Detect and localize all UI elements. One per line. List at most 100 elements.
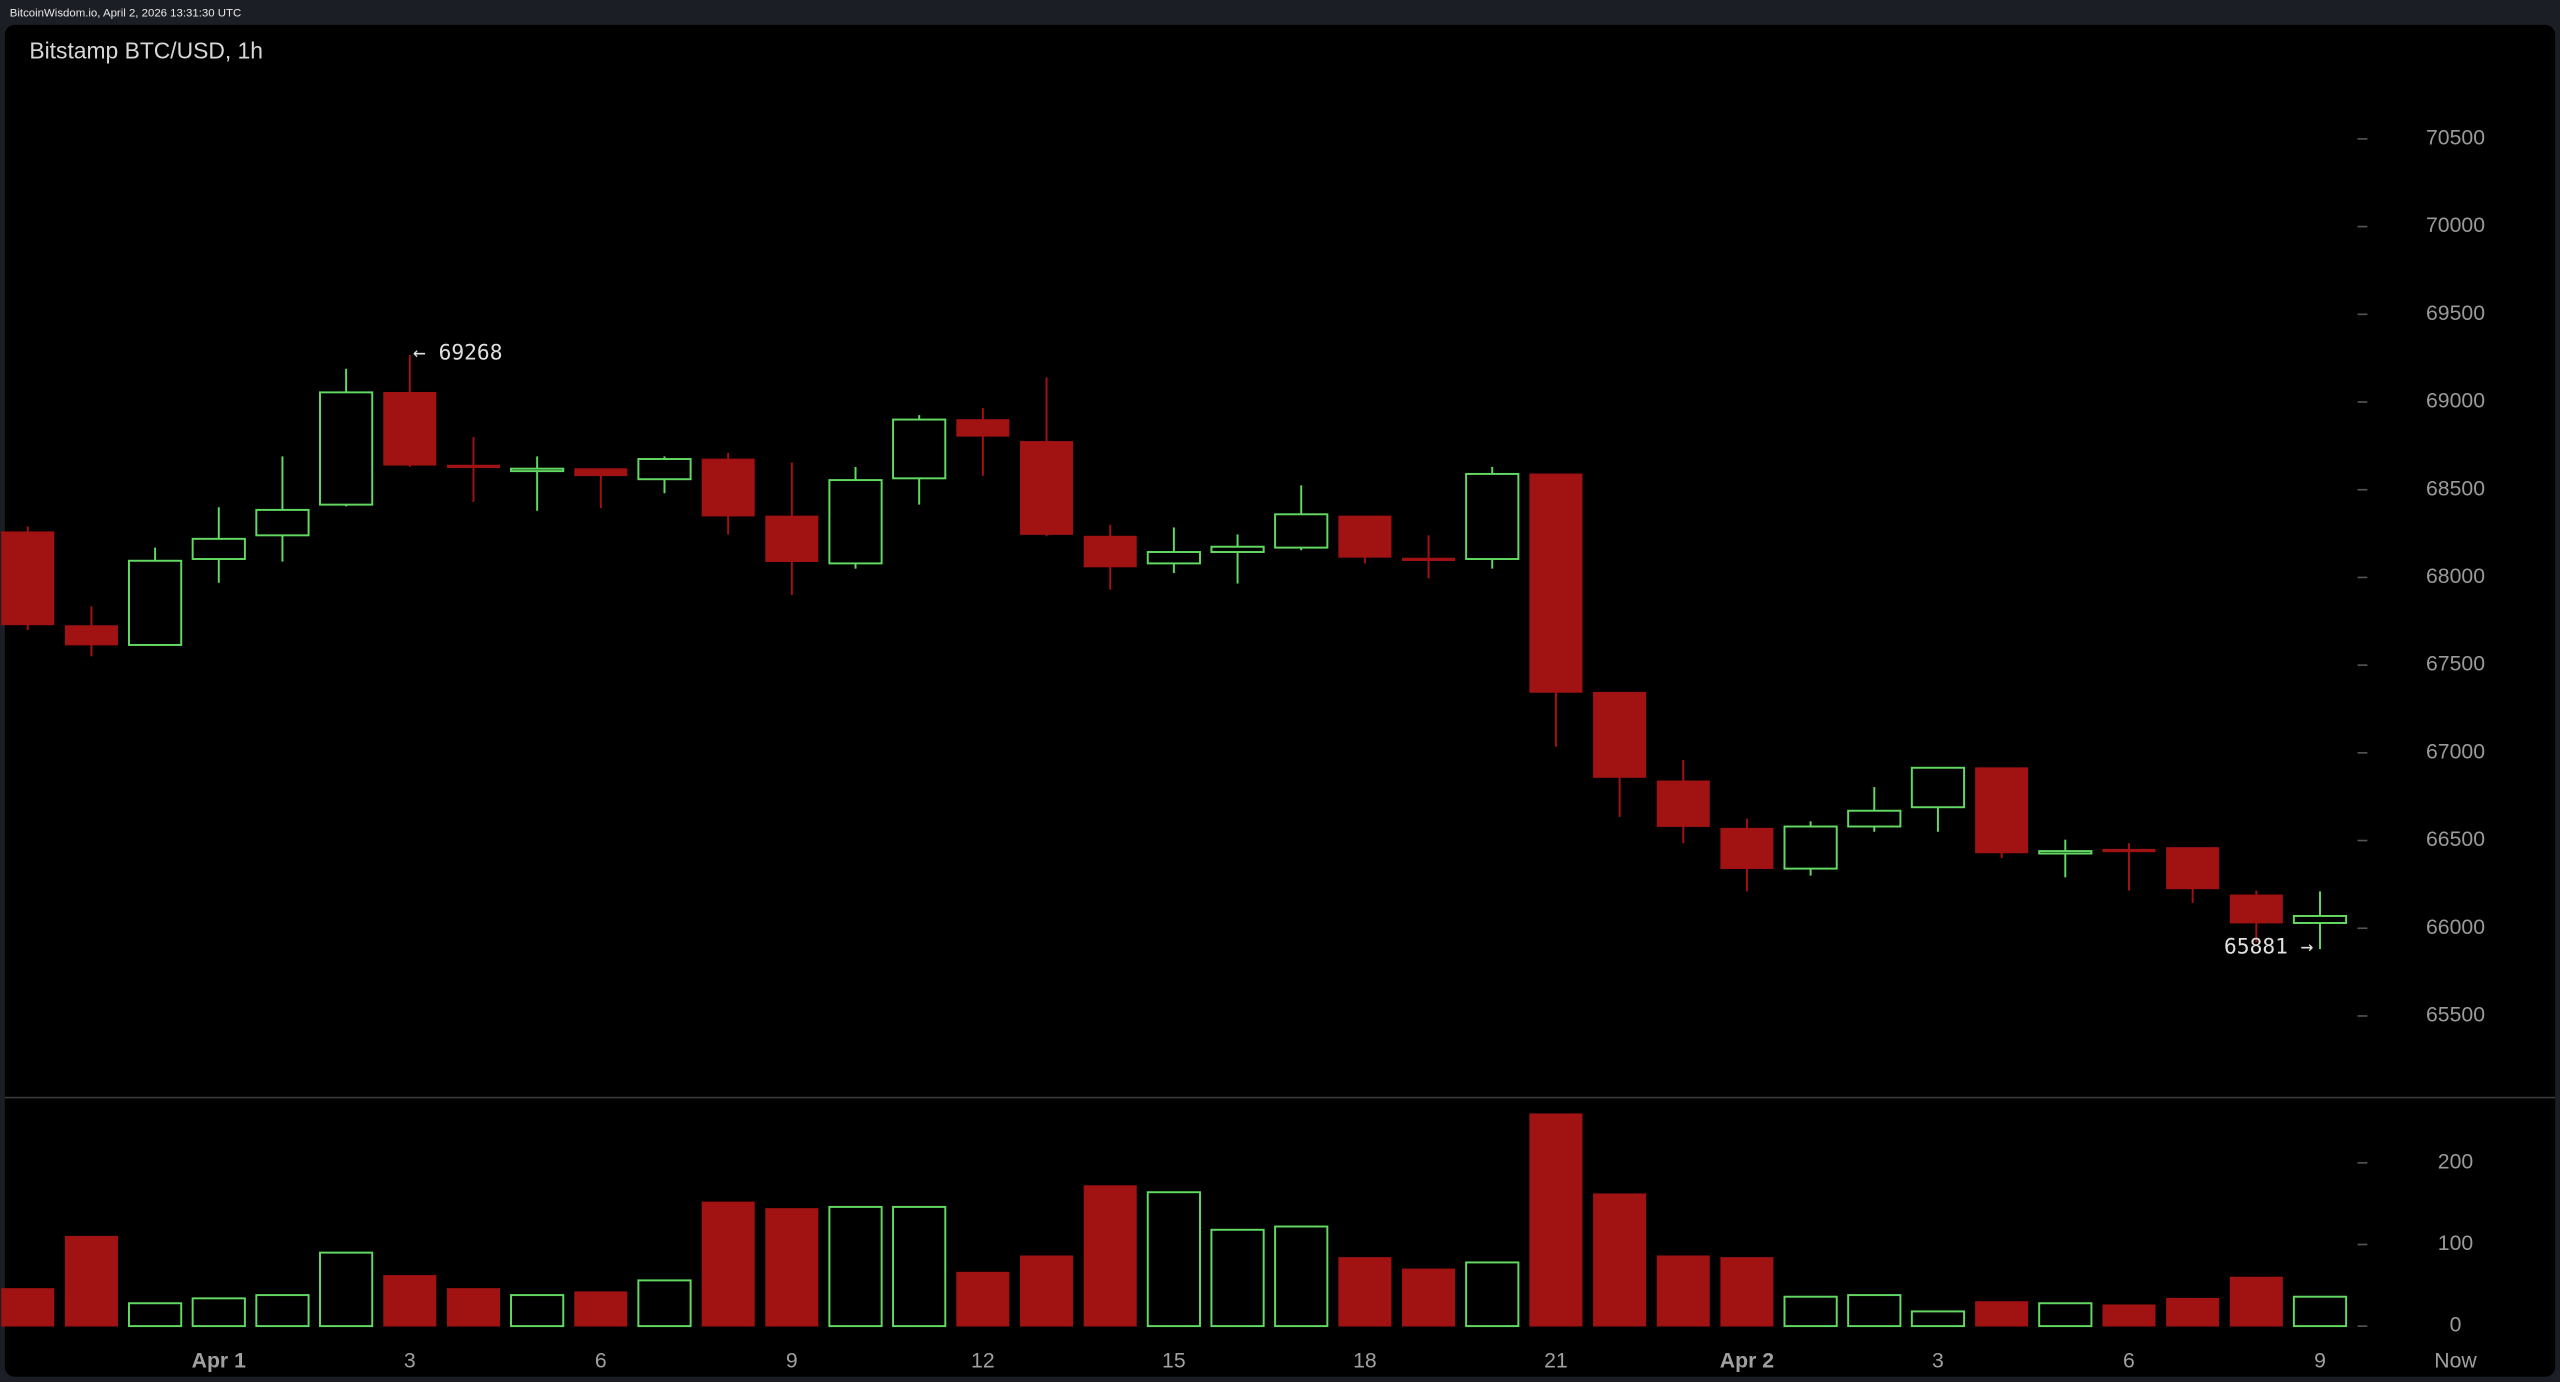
x-tick-label: 9 — [786, 1350, 798, 1373]
candle-body — [2038, 850, 2093, 855]
low-annotation: 65881 → — [2224, 934, 2314, 959]
candle-body — [892, 418, 947, 480]
x-tick-label: 3 — [404, 1350, 416, 1373]
y2-tick-label: 100 — [2438, 1232, 2473, 1255]
candle-body — [64, 625, 118, 646]
x-tick-label: 15 — [1162, 1350, 1186, 1373]
candle-body — [128, 559, 183, 646]
chart-panel — [4, 24, 2556, 1377]
y-tick-label: 70000 — [2426, 214, 2485, 237]
candle-body — [574, 468, 628, 477]
x-tick-label: 21 — [1544, 1350, 1568, 1373]
volume-bar — [1020, 1255, 1074, 1327]
candle-body — [1593, 691, 1647, 778]
candle-body — [1, 531, 55, 626]
candle-body — [637, 458, 692, 481]
candle-body — [1847, 809, 1902, 828]
candle-body — [828, 479, 883, 565]
volume-bar — [1656, 1255, 1710, 1327]
volume-bar — [319, 1251, 374, 1328]
y-tick-label: 66500 — [2426, 828, 2485, 851]
site-header: BitcoinWisdom.io, April 2, 2026 13:31:30… — [10, 7, 241, 19]
candle-body — [1720, 827, 1774, 870]
candle-body — [1402, 557, 1456, 561]
volume-bar — [1146, 1191, 1201, 1328]
x-tick-label: Apr 1 — [192, 1350, 246, 1373]
y-tick-label: 66000 — [2426, 916, 2485, 939]
volume-bar — [2102, 1304, 2156, 1327]
volume-bar — [1274, 1225, 1329, 1328]
volume-bar — [1783, 1295, 1838, 1328]
candle-body — [1529, 473, 1583, 693]
volume-bar — [1593, 1193, 1647, 1327]
volume-bar — [828, 1205, 883, 1328]
candle-body — [2166, 847, 2220, 890]
y2-tick-label: 200 — [2438, 1150, 2473, 1173]
x-tick-label: 6 — [595, 1350, 607, 1373]
y-tick-label: 65500 — [2426, 1004, 2485, 1027]
candle-body — [765, 515, 819, 563]
chart-title: Bitstamp BTC/USD, 1h — [29, 38, 263, 64]
volume-bar — [510, 1294, 565, 1328]
x-tick-label: Apr 2 — [1720, 1350, 1774, 1373]
candle-body — [1020, 441, 1074, 535]
volume-bar — [2229, 1276, 2283, 1327]
candle-body — [2102, 848, 2156, 853]
candle-body — [1274, 513, 1329, 549]
candle-body — [1083, 535, 1137, 568]
candle-body — [2292, 914, 2348, 924]
candle-body — [701, 458, 755, 517]
volume-bar — [2166, 1297, 2220, 1327]
volume-bar — [1402, 1268, 1456, 1327]
volume-bar — [128, 1302, 183, 1328]
x-tick-label: 12 — [971, 1350, 995, 1373]
x-tick-label: 9 — [2314, 1350, 2326, 1373]
candle-body — [446, 464, 500, 469]
volume-bar — [255, 1294, 310, 1328]
y-tick-label: 68000 — [2426, 565, 2485, 588]
volume-bar — [1465, 1261, 1520, 1328]
y-tick-label: 69000 — [2426, 390, 2485, 413]
candle-body — [956, 419, 1010, 437]
volume-bar — [64, 1235, 118, 1327]
volume-bar — [1975, 1301, 2029, 1327]
high-annotation: ← 69268 — [413, 340, 502, 365]
candle-body — [191, 537, 246, 560]
volume-bar — [1910, 1310, 1966, 1328]
candle-body — [319, 391, 374, 506]
volume-bar — [892, 1205, 947, 1328]
volume-bar — [2292, 1295, 2348, 1328]
x-tick-label: 3 — [1932, 1350, 1944, 1373]
volume-bar — [1529, 1113, 1583, 1327]
volume-bar — [1210, 1228, 1265, 1328]
candle-body — [1146, 551, 1201, 565]
candle-body — [1210, 545, 1265, 553]
candle-body — [1783, 825, 1838, 870]
candle-body — [1910, 766, 1966, 809]
volume-bar — [446, 1288, 500, 1327]
volume-bar — [701, 1201, 755, 1327]
candle-body — [255, 508, 310, 537]
volume-bar — [383, 1275, 437, 1327]
candle-body — [383, 391, 437, 466]
x-tick-label: 18 — [1353, 1350, 1377, 1373]
y-tick-label: 67500 — [2426, 653, 2485, 676]
y-tick-label: 67000 — [2426, 740, 2485, 763]
volume-bar — [1, 1288, 55, 1327]
volume-bar — [1847, 1294, 1902, 1328]
volume-bar — [2038, 1302, 2093, 1328]
volume-bar — [956, 1271, 1010, 1327]
volume-bar — [637, 1279, 692, 1328]
volume-bar — [191, 1297, 246, 1328]
candle-body — [1656, 780, 1710, 827]
y-tick-label: 68500 — [2426, 477, 2485, 500]
candle-body — [2229, 894, 2283, 924]
volume-bar — [1338, 1257, 1392, 1327]
volume-bar — [574, 1291, 628, 1327]
x-tick-label: 6 — [2123, 1350, 2135, 1373]
volume-bar — [765, 1208, 819, 1327]
volume-bar — [1720, 1257, 1774, 1327]
y2-tick-label: 0 — [2450, 1314, 2462, 1337]
